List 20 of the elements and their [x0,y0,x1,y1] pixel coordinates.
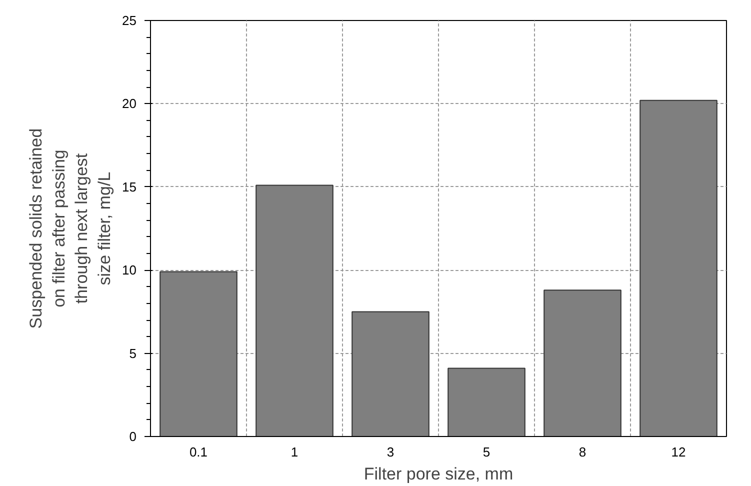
y-tick-label: 10 [122,262,137,278]
bar [640,100,718,436]
y-tick-label: 15 [122,179,137,194]
x-tick-label: 3 [386,444,394,460]
x-tick-label: 0.1 [189,444,208,460]
bar [256,184,334,436]
bar [160,271,238,436]
x-tick-label: 5 [482,444,490,460]
x-axis-title: Filter pore size, mm [364,464,514,484]
y-tick-label: 25 [122,13,137,28]
y-tick-label: 20 [122,96,137,112]
y-tick-label: 0 [129,429,137,444]
bar [544,290,622,436]
x-tick-label: 1 [290,444,298,460]
bar [448,368,526,436]
y-axis-title: Suspended solids retained on filter after passing through next largest size filter, mg/L [26,128,114,329]
x-tick-label: 8 [578,444,586,460]
x-tick-label: 12 [671,444,686,460]
bar [352,311,430,436]
y-tick-label: 5 [129,346,137,361]
